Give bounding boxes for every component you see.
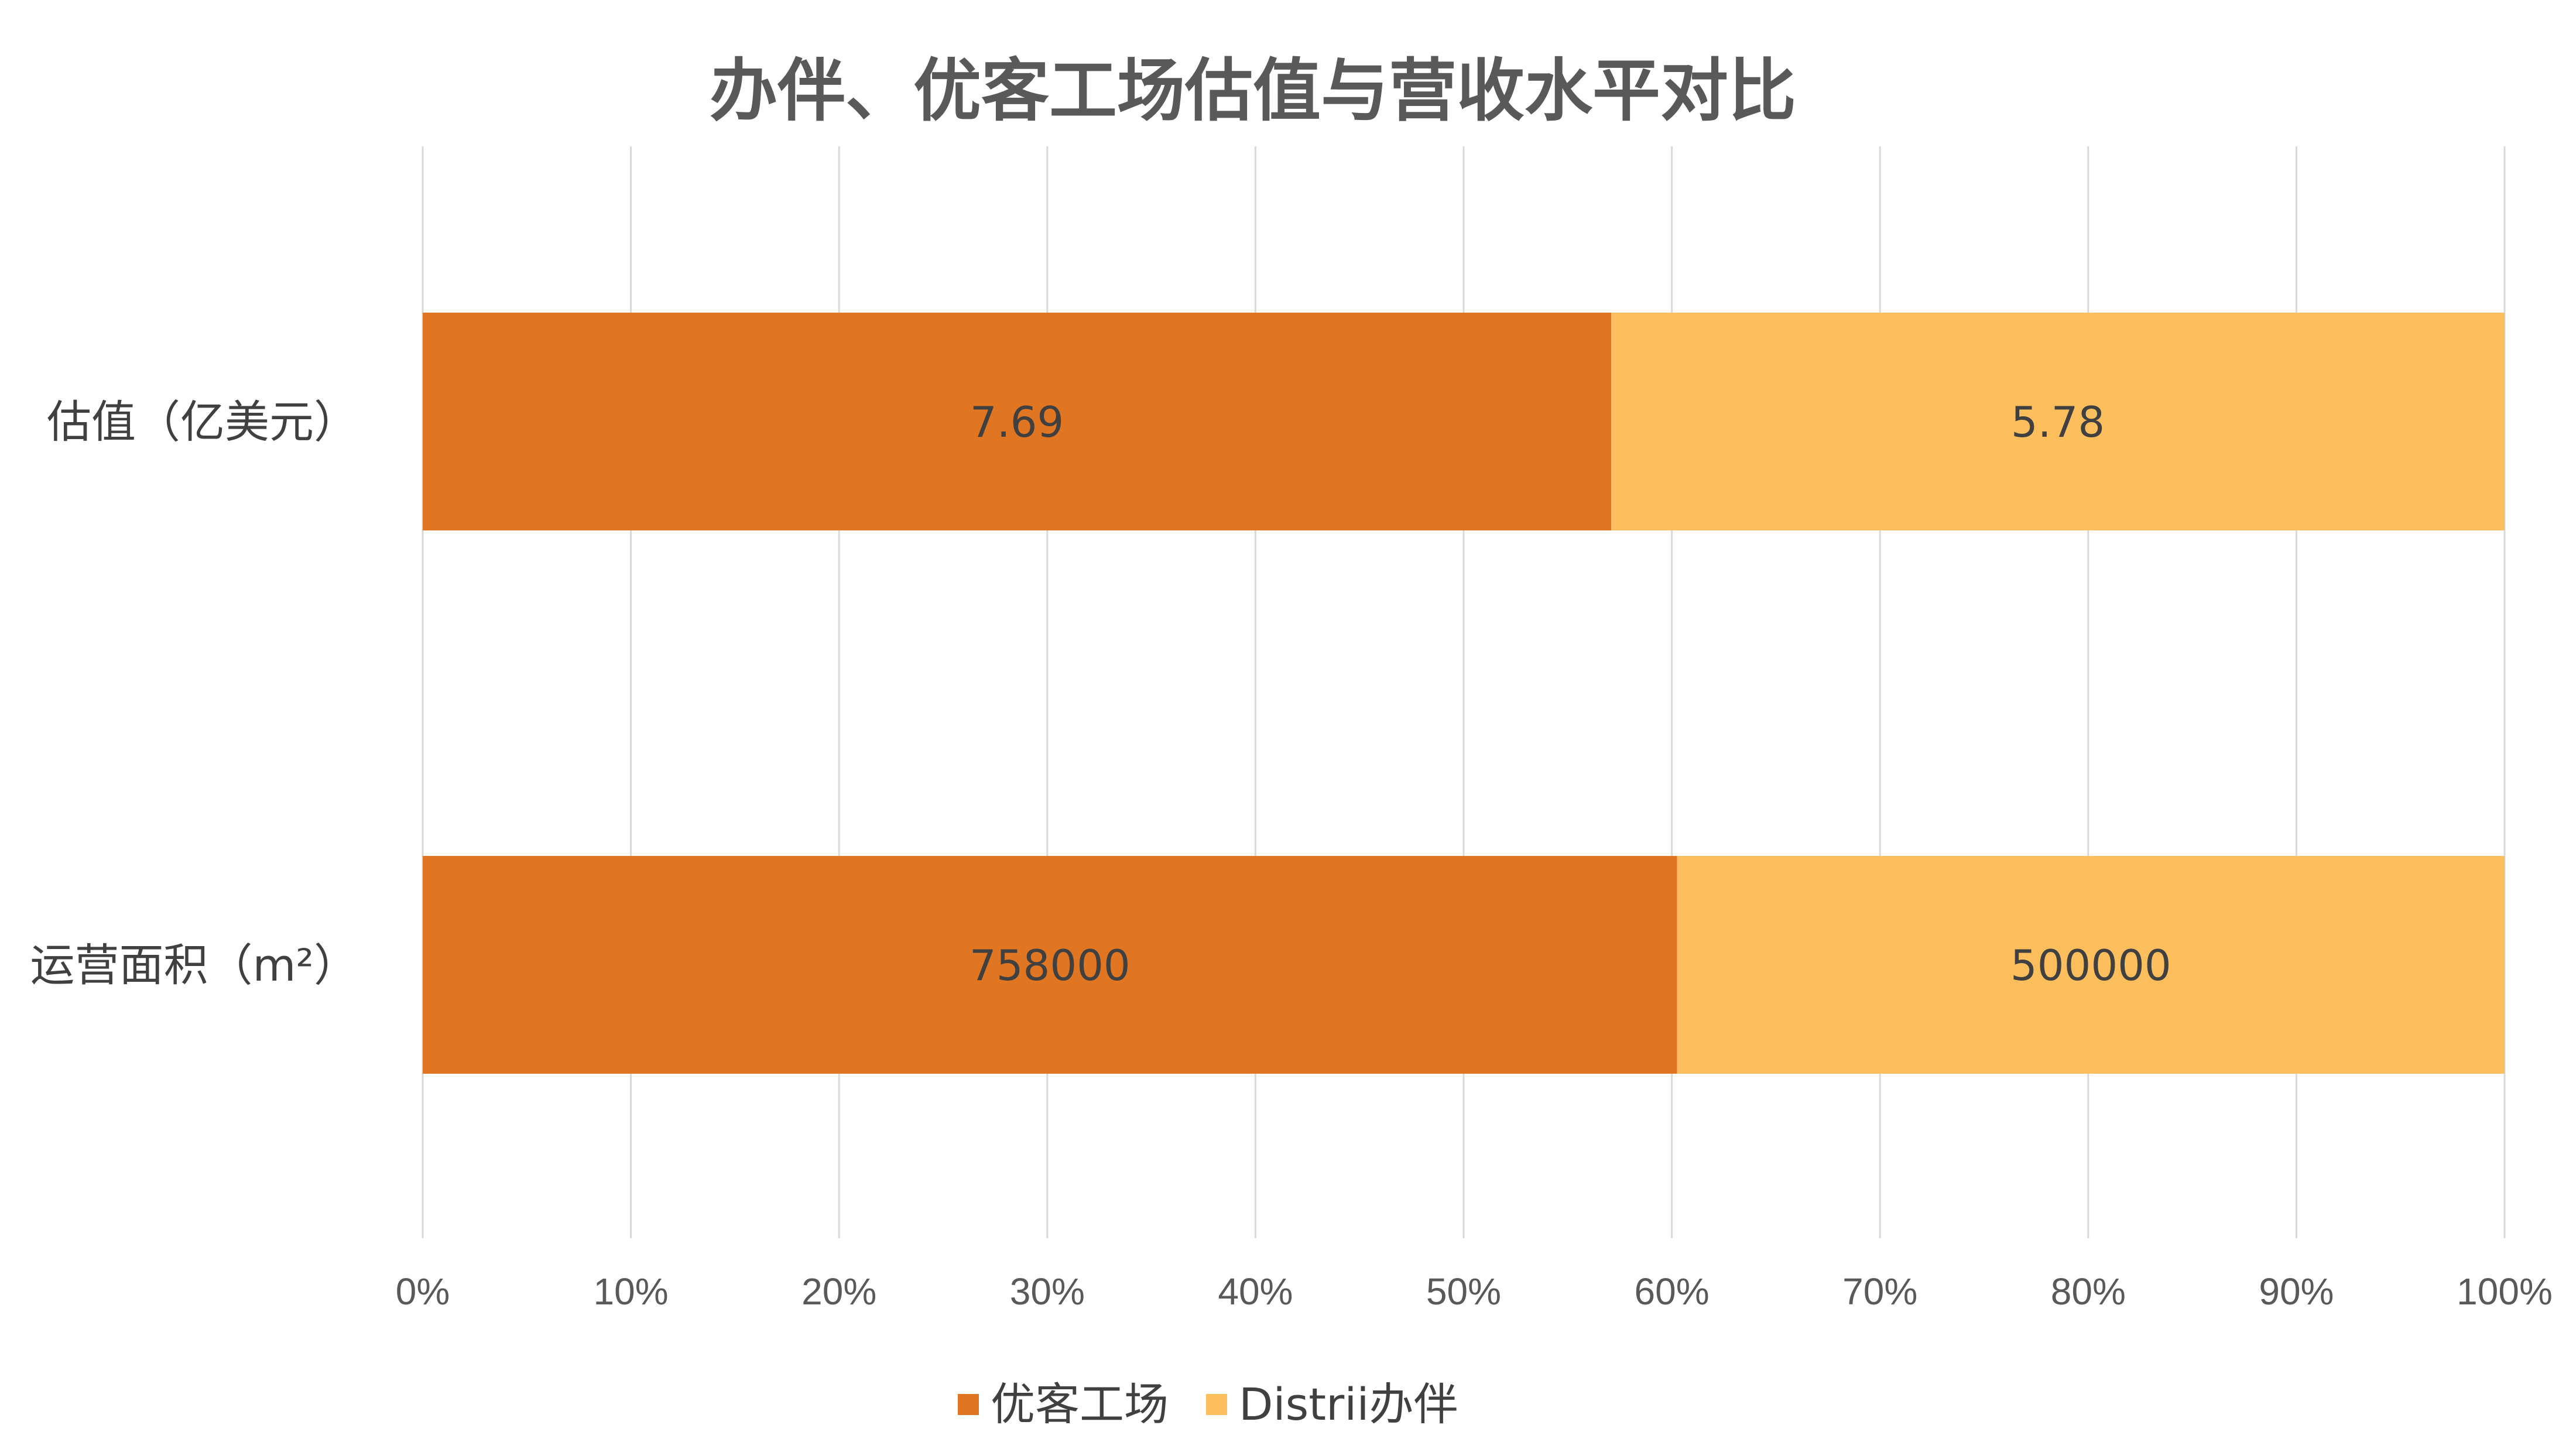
x-tick-label: 100% [2457, 1270, 2553, 1313]
legend-swatch [1206, 1394, 1227, 1415]
legend-swatch [958, 1394, 979, 1415]
bar-value-label: 7.69 [970, 398, 1064, 447]
gridlines [422, 146, 2506, 1238]
bar-segment [1677, 856, 2505, 1074]
bar-value-label: 5.78 [2011, 398, 2105, 447]
bar-segment [423, 856, 1677, 1074]
x-tick-label: 0% [396, 1270, 450, 1313]
x-tick-label: 50% [1426, 1270, 1501, 1313]
chart-title: 办伴、优客工场估值与营收水平对比 [710, 52, 1796, 131]
x-tick-label: 80% [2051, 1270, 2126, 1313]
data-labels: 7.69 5.78 758000 500000 [970, 398, 2171, 990]
x-tick-label: 30% [1010, 1270, 1085, 1313]
category-label: 运营面积（m²） [30, 939, 359, 991]
x-tick-label: 90% [2259, 1270, 2334, 1313]
bar-segment [423, 313, 1612, 530]
category-label: 估值（亿美元） [47, 396, 358, 448]
x-tick-label: 20% [801, 1270, 876, 1313]
value-axis: 0% 10% 20% 30% 40% 50% 60% 70% 80% 90% 100% [396, 1270, 2553, 1313]
bar-value-label: 500000 [2010, 941, 2171, 990]
x-tick-label: 40% [1218, 1270, 1293, 1313]
x-tick-label: 60% [1635, 1270, 1710, 1313]
x-tick-label: 10% [594, 1270, 669, 1313]
legend-label: Distrii办伴 [1239, 1378, 1458, 1430]
bars [423, 313, 2505, 1074]
category-axis: 估值（亿美元） 运营面积（m²） [30, 396, 359, 991]
legend-label: 优客工场 [991, 1378, 1169, 1430]
bar-segment [1611, 313, 2505, 530]
bar-value-label: 758000 [970, 941, 1131, 990]
x-tick-label: 70% [1842, 1270, 1917, 1313]
legend: 优客工场 Distrii办伴 [958, 1378, 1458, 1430]
